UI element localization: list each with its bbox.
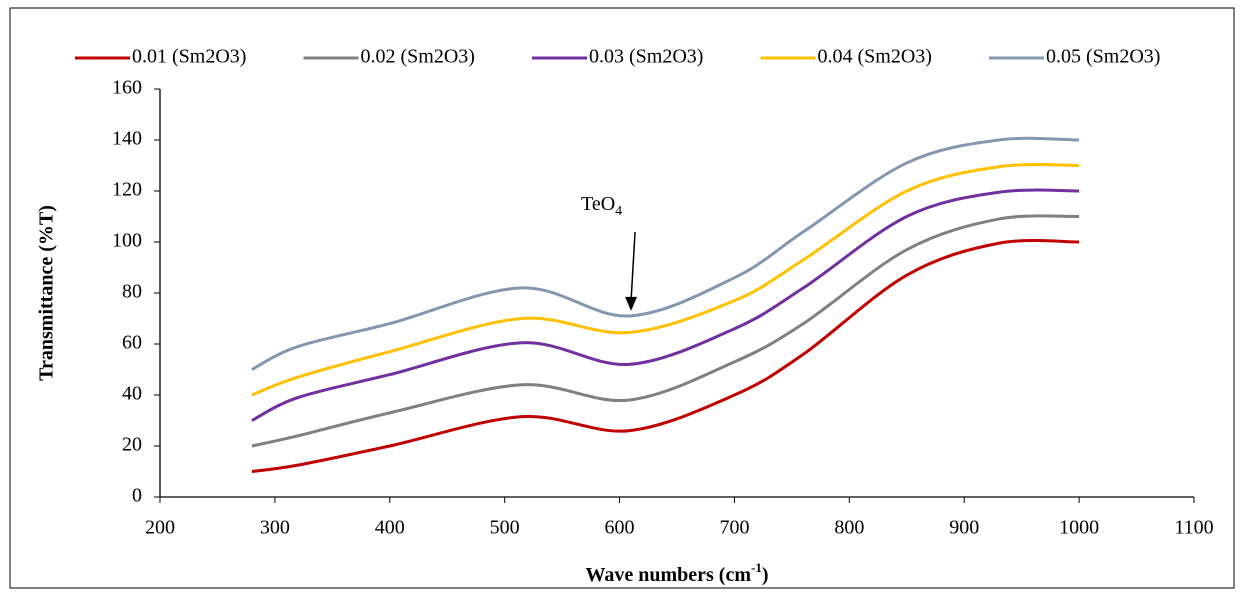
legend-label: 0.03 (Sm2O3) — [589, 46, 703, 68]
y-tick-label: 20 — [122, 434, 142, 456]
series-line — [251, 239, 1080, 473]
x-tick-label: 500 — [490, 517, 520, 539]
y-tick-label: 80 — [122, 281, 142, 303]
annotation: TeO4 — [581, 193, 622, 220]
x-tick-label: 800 — [834, 517, 864, 539]
annotation-sub: 4 — [615, 204, 622, 219]
y-tick-label: 0 — [132, 485, 142, 507]
x-tick-label: 1000 — [1059, 517, 1099, 539]
x-tick-label: 700 — [719, 517, 749, 539]
x-tick-label: 400 — [375, 517, 405, 539]
legend-label: 0.04 (Sm2O3) — [818, 46, 932, 68]
annotation-text: TeO — [581, 193, 615, 215]
x-label-sup: -1 — [751, 560, 762, 575]
chart-border — [9, 7, 1235, 589]
x-tick-label: 300 — [260, 517, 290, 539]
series-line — [251, 163, 1080, 397]
legend-label: 0.05 (Sm2O3) — [1046, 46, 1160, 68]
x-tick-label: 200 — [145, 517, 175, 539]
annotation-arrow — [630, 231, 636, 301]
y-axis-label: Transmittance (%T) — [36, 205, 58, 381]
x-label-tail: ) — [762, 564, 769, 586]
y-tick-label: 120 — [112, 179, 142, 201]
y-tick-label: 40 — [122, 383, 142, 405]
y-tick-label: 100 — [112, 230, 142, 252]
series-line — [251, 188, 1080, 422]
legend-label: 0.01 (Sm2O3) — [132, 46, 246, 68]
x-tick-label: 900 — [949, 517, 979, 539]
x-tick-label: 1100 — [1174, 517, 1213, 539]
x-axis-label: Wave numbers (cm-1) — [585, 560, 768, 586]
legend-label: 0.02 (Sm2O3) — [361, 46, 475, 68]
annotation-arrowhead — [625, 296, 638, 311]
x-tick-label: 600 — [605, 517, 635, 539]
y-tick-label: 160 — [112, 77, 142, 99]
series-line — [251, 214, 1080, 448]
x-label-text: Wave numbers (cm — [585, 564, 751, 586]
series-line — [251, 136, 1080, 371]
y-tick-label: 60 — [122, 332, 142, 354]
y-tick-label: 140 — [112, 128, 142, 150]
